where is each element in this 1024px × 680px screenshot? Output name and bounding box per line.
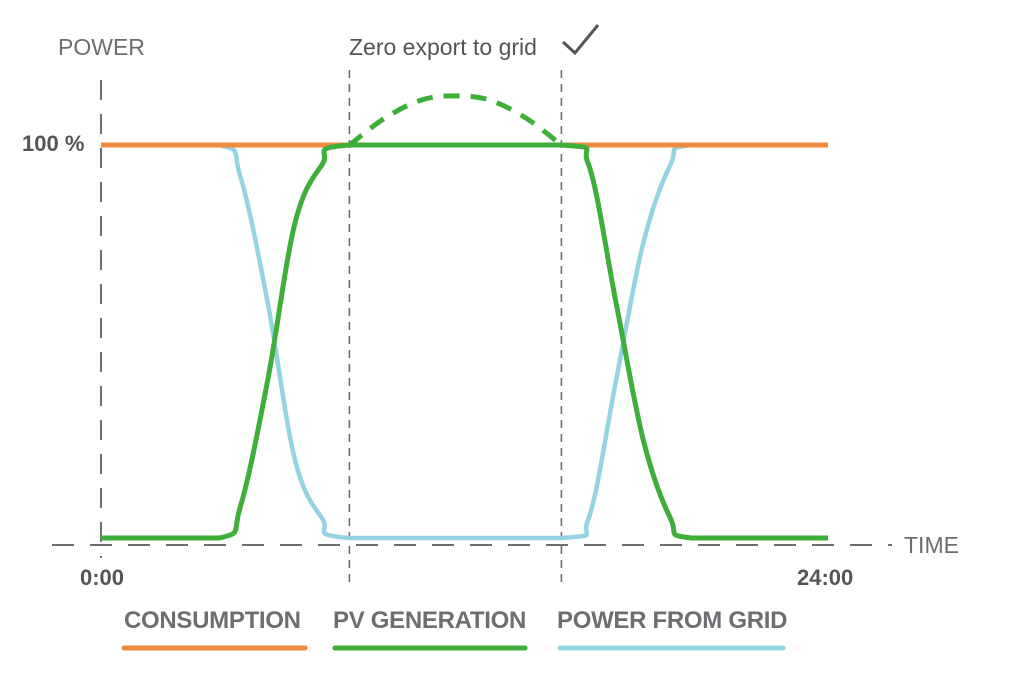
- legend-label-consumption: CONSUMPTION: [124, 607, 301, 634]
- legend-item-pv-generation: PV GENERATION: [332, 607, 528, 651]
- legend: CONSUMPTION PV GENERATION POWER FROM GRI…: [121, 607, 787, 651]
- y-tick-label-100: 100 %: [22, 131, 84, 156]
- series-line-power-from-grid: [101, 142, 828, 541]
- y-axis-title: POWER: [58, 34, 145, 60]
- series-line-pv-generation: [101, 142, 828, 541]
- legend-item-power-from-grid: POWER FROM GRID: [557, 607, 787, 651]
- axes: [52, 80, 892, 558]
- legend-label-power-from-grid: POWER FROM GRID: [557, 607, 787, 634]
- zero-export-label: Zero export to grid: [349, 34, 537, 60]
- legend-label-pv-generation: PV GENERATION: [333, 607, 526, 634]
- checkmark-icon: [561, 24, 600, 56]
- zero-export-guides: [348, 70, 563, 585]
- series-line-pv-generation-curtailed: [347, 93, 563, 147]
- x-axis-title: TIME: [904, 532, 959, 558]
- x-tick-label-end: 24:00: [797, 565, 853, 590]
- x-tick-label-start: 0:00: [80, 565, 124, 590]
- legend-item-consumption: CONSUMPTION: [121, 607, 308, 651]
- series-layer: [101, 93, 828, 541]
